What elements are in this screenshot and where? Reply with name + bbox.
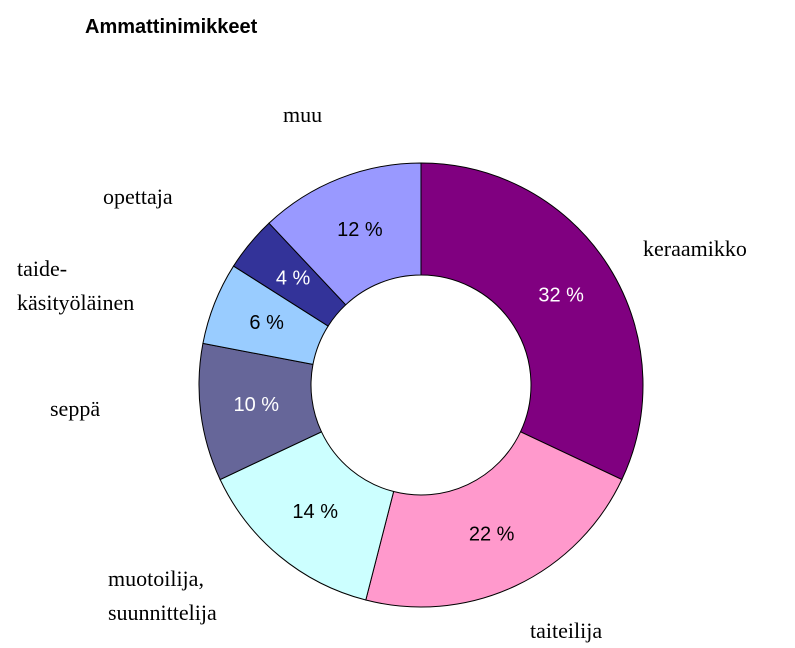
value-label: 6 % bbox=[249, 312, 284, 334]
donut-slice bbox=[365, 431, 623, 608]
value-label: 10 % bbox=[234, 394, 280, 416]
value-label: 14 % bbox=[292, 501, 338, 523]
category-label: seppä bbox=[50, 396, 101, 421]
chart-title: Ammattinimikkeet bbox=[85, 16, 258, 38]
category-label: muotoilija, suunnittelija bbox=[108, 566, 217, 625]
value-label: 12 % bbox=[337, 219, 383, 241]
category-label: keraamikko bbox=[643, 236, 747, 261]
category-label: taide- käsityöläinen bbox=[17, 256, 135, 315]
category-label: muu bbox=[283, 102, 323, 127]
value-label: 32 % bbox=[538, 284, 584, 306]
category-label: opettaja bbox=[103, 184, 173, 209]
donut-slice bbox=[268, 162, 422, 306]
value-label: 22 % bbox=[469, 523, 515, 545]
donut-slice bbox=[420, 162, 644, 481]
category-label: taiteilija bbox=[530, 618, 603, 643]
value-label: 4 % bbox=[276, 267, 311, 289]
